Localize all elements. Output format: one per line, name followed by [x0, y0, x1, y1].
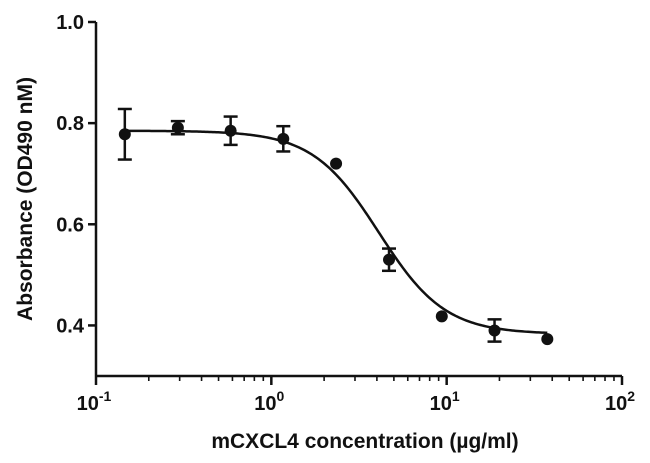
y-tick-label: 0.4: [56, 315, 85, 337]
y-axis-title: Absorbance (OD490 nM): [14, 77, 37, 321]
data-point: [118, 128, 131, 141]
y-tick-label: 1.0: [56, 12, 84, 34]
y-tick-label: 0.6: [56, 214, 84, 236]
data-point: [171, 121, 184, 134]
data-points: [117, 107, 554, 346]
fit-curve: [124, 129, 548, 335]
x-tick-exponent: -1: [99, 388, 112, 404]
x-tick-label: 101: [430, 388, 460, 415]
x-tick-label: 102: [605, 388, 635, 415]
data-point: [330, 157, 343, 170]
x-tick-exponent: 1: [452, 388, 460, 404]
x-tick-base: 10: [254, 393, 276, 415]
x-tick-exponent: 2: [627, 388, 635, 404]
y-axis-ticks: 0.4 0.6 0.8 1.0: [56, 12, 96, 337]
y-tick-label: 0.8: [56, 113, 84, 135]
x-axis-title: mCXCL4 concentration (µg/ml): [211, 430, 518, 453]
x-axis-ticks: 10-1 100 101 102: [77, 376, 635, 415]
x-tick-base: 10: [430, 393, 452, 415]
x-tick-base: 10: [77, 393, 99, 415]
data-point: [277, 132, 290, 145]
data-point: [383, 253, 396, 266]
data-point: [541, 333, 554, 346]
data-point: [488, 324, 501, 337]
x-tick-exponent: 0: [277, 388, 285, 404]
axes: [94, 22, 622, 378]
data-point: [435, 310, 448, 323]
x-tick-base: 10: [605, 393, 627, 415]
x-tick-label: 10-1: [77, 388, 112, 415]
x-tick-label: 100: [254, 388, 284, 415]
data-point: [224, 124, 237, 137]
